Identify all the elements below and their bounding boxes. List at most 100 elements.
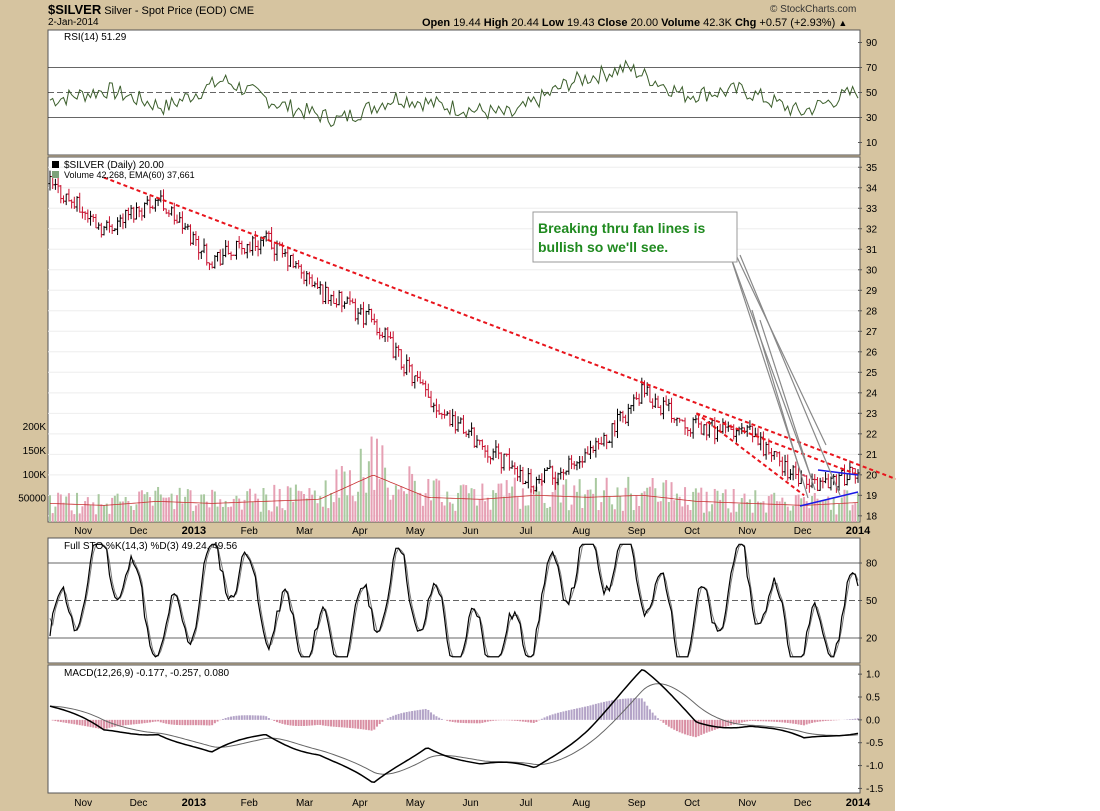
macd-histogram-bar bbox=[851, 718, 854, 720]
volume-bar bbox=[778, 501, 781, 522]
sto-axis-tick-label: 20 bbox=[866, 634, 878, 645]
price-axis-tick-label: 18 bbox=[866, 511, 878, 522]
volume-bar bbox=[765, 512, 768, 522]
macd-histogram-bar bbox=[327, 719, 330, 727]
volume-bar bbox=[86, 497, 89, 522]
volume-bar bbox=[605, 477, 608, 522]
macd-histogram-bar bbox=[324, 719, 327, 726]
volume-bar bbox=[597, 510, 600, 522]
volume-bar bbox=[802, 497, 805, 522]
macd-histogram-bar bbox=[381, 719, 384, 722]
volume-bar bbox=[49, 495, 51, 522]
macd-histogram-bar bbox=[308, 719, 311, 726]
rsi-axis-tick-label: 90 bbox=[866, 38, 878, 49]
macd-histogram-bar bbox=[243, 715, 246, 720]
volume-bar bbox=[405, 493, 408, 522]
volume-bar bbox=[851, 504, 854, 522]
macd-histogram-bar bbox=[767, 719, 770, 722]
volume-bar bbox=[176, 495, 179, 522]
volume-bar bbox=[203, 494, 206, 522]
macd-histogram-bar bbox=[492, 719, 495, 721]
macd-histogram-bar bbox=[686, 719, 689, 736]
wedge-upper-line bbox=[817, 469, 859, 476]
trend-line bbox=[695, 412, 805, 497]
volume-bar bbox=[694, 488, 697, 522]
macd-histogram-bar bbox=[478, 719, 481, 724]
volume-bar bbox=[746, 502, 749, 522]
volume-bar bbox=[94, 514, 97, 522]
chart-header: $SILVER Silver - Spot Price (EOD) CME bbox=[48, 2, 254, 17]
volume-bar bbox=[97, 494, 100, 522]
macd-histogram-bar bbox=[265, 716, 268, 720]
volume-bar bbox=[246, 491, 249, 522]
chart-date: 2-Jan-2014 bbox=[48, 17, 99, 28]
x-axis-label: Jul bbox=[520, 798, 533, 809]
macd-histogram-bar bbox=[632, 698, 635, 720]
macd-histogram-bar bbox=[657, 718, 660, 720]
macd-histogram-bar bbox=[635, 698, 638, 720]
macd-histogram-bar bbox=[611, 700, 614, 720]
volume-bar bbox=[165, 497, 168, 522]
volume-bar bbox=[178, 487, 181, 522]
macd-histogram-bar bbox=[362, 719, 365, 730]
macd-axis-tick-label: -0.5 bbox=[866, 738, 884, 749]
open-label: Open bbox=[422, 17, 451, 29]
macd-histogram bbox=[51, 698, 859, 738]
macd-histogram-bar bbox=[70, 719, 73, 724]
volume-bar bbox=[854, 503, 857, 522]
scroll-up-icon[interactable]: ▲ bbox=[838, 18, 848, 28]
macd-histogram-bar bbox=[203, 719, 206, 726]
volume-bar bbox=[573, 485, 576, 522]
macd-histogram-bar bbox=[689, 719, 692, 736]
x-axis-labels-bottom: Nov Dec 2013 Feb Mar Apr May Jun Jul Aug Sep Oct Nov… bbox=[74, 797, 871, 809]
price-axis-tick-label: 20 bbox=[866, 470, 878, 481]
price-axis-tick-label: 26 bbox=[866, 347, 878, 358]
volume-bar bbox=[773, 492, 776, 522]
macd-histogram-bar bbox=[194, 719, 197, 726]
volume-bar bbox=[705, 491, 708, 522]
macd-histogram-bar bbox=[532, 719, 535, 724]
volume-bar bbox=[651, 477, 654, 522]
volume-bar bbox=[275, 506, 278, 522]
volume-bar bbox=[313, 490, 316, 522]
volume-bar bbox=[521, 488, 524, 522]
volume-bar bbox=[281, 508, 284, 522]
macd-histogram-bar bbox=[808, 719, 811, 724]
x-axis-label: Oct bbox=[684, 798, 700, 809]
volume-bar bbox=[248, 488, 251, 522]
macd-histogram-bar bbox=[305, 719, 308, 726]
volume-bar bbox=[438, 480, 441, 522]
volume-bar bbox=[159, 494, 162, 522]
macd-histogram-bar bbox=[459, 719, 462, 723]
macd-histogram-bar bbox=[713, 719, 716, 730]
sto-axis-tick-label: 80 bbox=[866, 559, 878, 570]
macd-histogram-bar bbox=[446, 719, 449, 721]
open-value: 19.44 bbox=[453, 17, 481, 29]
annotation-pointers bbox=[729, 254, 841, 499]
volume-bar bbox=[581, 508, 584, 522]
volume-bar bbox=[532, 496, 535, 522]
macd-histogram-bar bbox=[524, 719, 527, 722]
macd-histogram-bar bbox=[246, 715, 249, 720]
price-axis-tick-label: 29 bbox=[866, 286, 878, 297]
x-axis-label: Aug bbox=[572, 798, 590, 809]
volume-bar bbox=[340, 466, 343, 522]
macd-histogram-bar bbox=[192, 719, 195, 726]
volume-bar bbox=[530, 488, 533, 522]
macd-histogram-bar bbox=[413, 710, 416, 720]
macd-histogram-bar bbox=[346, 719, 349, 728]
volume-bar bbox=[81, 506, 84, 522]
volume-bar bbox=[484, 501, 487, 522]
volume-bar bbox=[76, 492, 79, 522]
volume-bar bbox=[643, 491, 646, 522]
volume-bar bbox=[411, 473, 414, 522]
macd-histogram-bar bbox=[648, 709, 651, 720]
volume-bar bbox=[57, 492, 60, 522]
macd-histogram-bar bbox=[151, 719, 154, 723]
volume-bar bbox=[665, 480, 668, 522]
macd-histogram-bar bbox=[284, 719, 287, 725]
macd-histogram-bar bbox=[65, 719, 68, 723]
macd-histogram-bar bbox=[794, 719, 797, 725]
volume-bar bbox=[857, 492, 859, 522]
macd-histogram-bar bbox=[200, 719, 203, 726]
